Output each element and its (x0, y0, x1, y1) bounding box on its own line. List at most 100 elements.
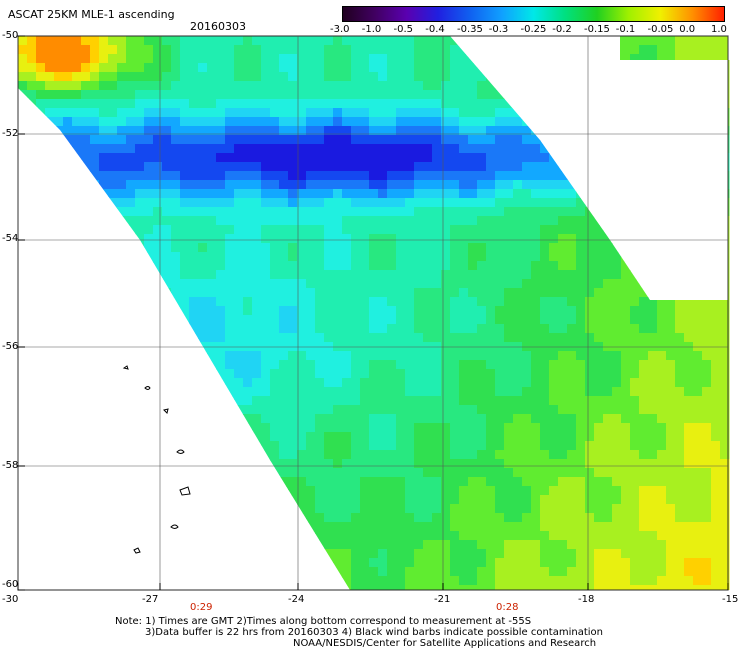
field-cell (675, 585, 685, 590)
field-cell (657, 522, 667, 532)
field-cell (414, 567, 424, 577)
field-cell (432, 252, 442, 262)
field-cell (18, 45, 28, 55)
field-cell (639, 504, 649, 514)
field-cell (117, 45, 127, 55)
field-cell (360, 63, 370, 73)
field-cell (225, 306, 235, 316)
field-cell (441, 216, 451, 226)
field-cell (648, 54, 658, 64)
field-cell (297, 261, 307, 271)
field-cell (666, 144, 676, 154)
field-cell (666, 243, 676, 253)
colorbar-tick-label: -0.1 (615, 24, 636, 35)
field-cell (333, 198, 343, 208)
field-cell (117, 252, 127, 262)
field-cell (387, 522, 397, 532)
field-cell (252, 495, 262, 505)
field-cell (243, 405, 253, 415)
field-cell (90, 135, 100, 145)
field-cell (306, 279, 316, 289)
field-cell (225, 396, 235, 406)
field-cell (513, 558, 523, 568)
field-cell (720, 405, 730, 415)
field-cell (711, 270, 721, 280)
field-cell (504, 549, 514, 559)
field-cell (342, 522, 352, 532)
field-cell (288, 45, 298, 55)
field-cell (198, 297, 208, 307)
field-cell (117, 558, 127, 568)
field-cell (306, 171, 316, 181)
field-cell (522, 522, 532, 532)
field-cell (18, 81, 28, 91)
field-cell (405, 90, 415, 100)
field-cell (270, 288, 280, 298)
field-cell (486, 36, 496, 46)
field-cell (648, 585, 658, 590)
field-cell (81, 324, 91, 334)
field-cell (531, 162, 541, 172)
field-cell (666, 468, 676, 478)
field-cell (369, 180, 379, 190)
field-cell (450, 270, 460, 280)
field-cell (648, 81, 658, 91)
field-cell (225, 531, 235, 541)
field-cell (225, 405, 235, 415)
field-cell (108, 504, 118, 514)
field-cell (441, 432, 451, 442)
field-cell (585, 90, 595, 100)
field-cell (603, 513, 613, 523)
field-cell (27, 180, 37, 190)
field-cell (621, 486, 631, 496)
field-cell (702, 252, 712, 262)
field-cell (333, 387, 343, 397)
field-cell (108, 324, 118, 334)
field-cell (648, 396, 658, 406)
field-cell (135, 531, 145, 541)
colorbar-tick-label: 1.0 (711, 24, 727, 35)
field-cell (369, 45, 379, 55)
field-cell (432, 81, 442, 91)
field-cell (639, 270, 649, 280)
field-cell (36, 225, 46, 235)
field-cell (324, 432, 334, 442)
field-cell (324, 72, 334, 82)
field-cell (360, 126, 370, 136)
field-cell (162, 576, 172, 586)
field-cell (702, 513, 712, 523)
field-cell (441, 450, 451, 460)
field-cell (45, 369, 55, 379)
field-cell (36, 180, 46, 190)
field-cell (441, 477, 451, 487)
field-cell (648, 162, 658, 172)
field-cell (72, 144, 82, 154)
field-cell (702, 468, 712, 478)
field-cell (189, 45, 199, 55)
field-cell (45, 207, 55, 217)
field-cell (522, 270, 532, 280)
field-cell (531, 333, 541, 343)
field-cell (360, 423, 370, 433)
field-cell (72, 180, 82, 190)
field-cell (270, 207, 280, 217)
field-cell (81, 315, 91, 325)
field-cell (513, 459, 523, 469)
field-cell (36, 504, 46, 514)
field-cell (648, 63, 658, 73)
field-cell (459, 144, 469, 154)
field-cell (477, 306, 487, 316)
field-cell (198, 495, 208, 505)
field-cell (693, 108, 703, 118)
field-cell (288, 207, 298, 217)
field-cell (387, 216, 397, 226)
field-cell (612, 225, 622, 235)
field-cell (45, 270, 55, 280)
field-cell (54, 252, 64, 262)
field-cell (549, 333, 559, 343)
field-cell (333, 405, 343, 415)
field-cell (297, 189, 307, 199)
field-cell (63, 405, 73, 415)
field-cell (189, 207, 199, 217)
field-cell (288, 54, 298, 64)
